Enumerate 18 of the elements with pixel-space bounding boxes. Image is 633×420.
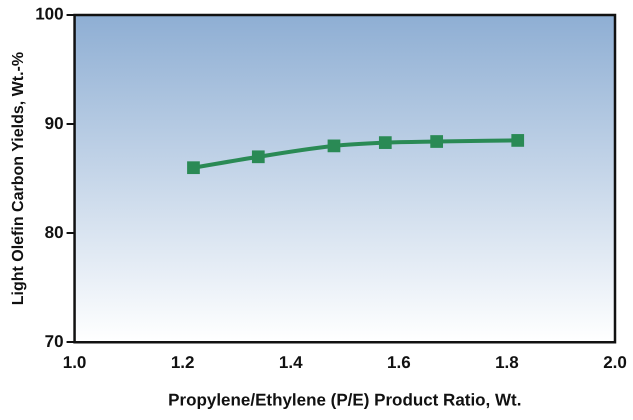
x-tick-label: 1.8 bbox=[495, 353, 519, 372]
x-tick-label: 2.0 bbox=[603, 353, 627, 372]
x-tick-label: 1.6 bbox=[387, 353, 411, 372]
y-tick-label: 70 bbox=[44, 332, 64, 351]
x-tick-label: 1.4 bbox=[278, 353, 304, 372]
point bbox=[252, 150, 265, 164]
y-tick-label: 100 bbox=[35, 4, 64, 24]
point bbox=[378, 136, 392, 149]
point bbox=[430, 135, 444, 148]
y-axis-title: Light Olefin Carbon Yields, Wt.-% bbox=[10, 52, 28, 306]
point bbox=[328, 140, 340, 152]
y-tick-label: 90 bbox=[44, 114, 64, 133]
x-tick-label: 1.2 bbox=[170, 353, 194, 372]
x-axis-title: Propylene/Ethylene (P/E) Product Ratio, Wt. bbox=[168, 390, 522, 410]
y-tick-label: 80 bbox=[44, 222, 64, 242]
point bbox=[511, 134, 524, 147]
x-tick-label: 1.0 bbox=[62, 353, 86, 372]
point bbox=[187, 161, 200, 174]
